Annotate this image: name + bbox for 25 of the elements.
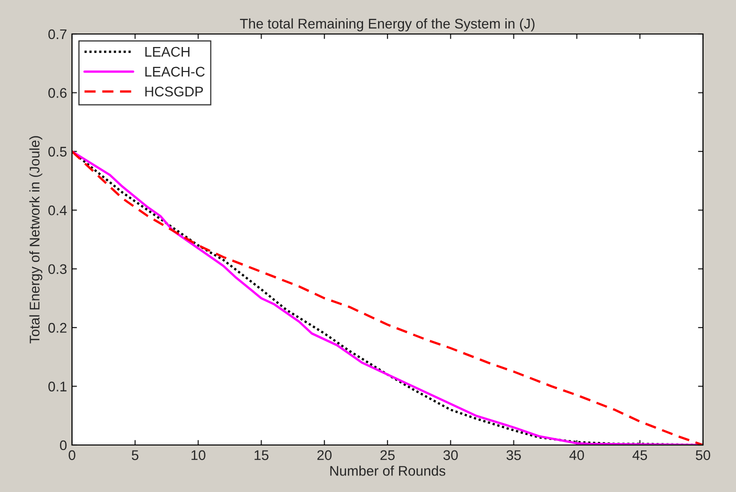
- x-tick-label: 0: [68, 450, 76, 460]
- y-tick-label: 0.5: [48, 146, 67, 157]
- x-tick-label: 50: [696, 450, 710, 460]
- chart-title: The total Remaining Energy of the System in (J): [240, 18, 534, 32]
- x-axis-title: Number of Rounds: [330, 466, 446, 476]
- legend-label: HCSGDP: [145, 86, 203, 96]
- x-tick-label: 30: [443, 450, 458, 460]
- x-tick-label: 40: [569, 450, 584, 460]
- x-tick-label: 20: [317, 450, 332, 460]
- x-tick-label: 10: [192, 450, 206, 460]
- y-tick-label: 0.7: [48, 29, 66, 40]
- y-tick-label: 0.3: [48, 264, 67, 274]
- x-tick-label: 25: [380, 450, 395, 460]
- y-tick-label: 0.2: [48, 322, 66, 333]
- y-axis-title: Total Energy of Network in (Joule): [29, 136, 42, 344]
- x-tick-label: 35: [506, 450, 521, 460]
- x-tick-label: 5: [132, 450, 138, 460]
- legend-label: LEACH-C: [145, 66, 205, 77]
- y-tick-label: 0.4: [48, 205, 67, 216]
- x-tick-label: 45: [632, 450, 648, 460]
- legend-label: LEACH: [145, 46, 190, 57]
- x-tick-label: 15: [254, 450, 268, 460]
- y-tick-label: 0.6: [48, 88, 67, 98]
- y-tick-label: 0.1: [48, 382, 66, 392]
- y-tick-label: 0: [60, 440, 67, 450]
